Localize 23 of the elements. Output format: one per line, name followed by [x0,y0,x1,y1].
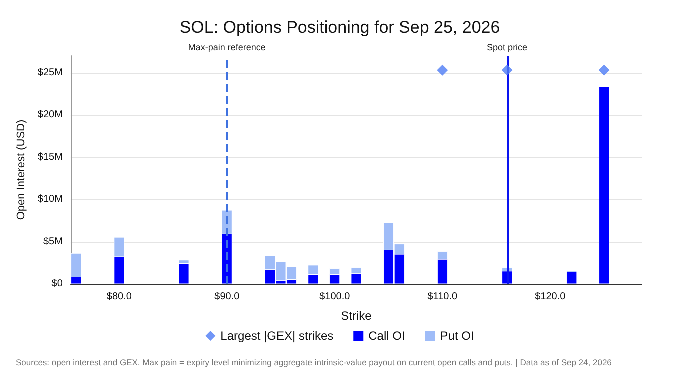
bar [178,263,190,284]
x-tick-label: $100.0 [320,292,351,302]
y-tick-label: $25M [38,67,63,78]
bar [566,272,578,284]
legend-label: Largest |GEX| strikes [220,329,334,343]
bar [599,86,610,284]
ref-line-label: Spot price [487,42,528,52]
legend-label: Call OI [368,329,406,343]
y-tick-label: $20M [38,110,63,121]
source-note: Sources: open interest and GEX. Max pain = expiry level minimizing aggregate intrinsic-value payout on current open calls and puts. | Data as of Sep 24, 2026 [16,358,612,368]
x-tick-label: $110.0 [428,292,458,302]
y-tick-label: $0 [52,278,64,290]
ref-line-label: Max-pain reference [188,42,266,52]
y-tick-label: $10M [38,194,63,206]
y-tick-label: $15M [38,152,63,163]
x-tick-label: $80.0 [106,292,132,302]
legend-label: Put OI [440,329,474,343]
x-tick-label: $90.0 [214,292,240,302]
x-axis-title: Strike [341,309,372,323]
y-tick-label: $5M [43,236,63,248]
chart-title: SOL: Options Positioning for Sep 25, 2026 [180,18,500,37]
y-axis-title: Open Interest (USD) [16,120,28,220]
x-tick-label: $120.0 [535,292,566,302]
